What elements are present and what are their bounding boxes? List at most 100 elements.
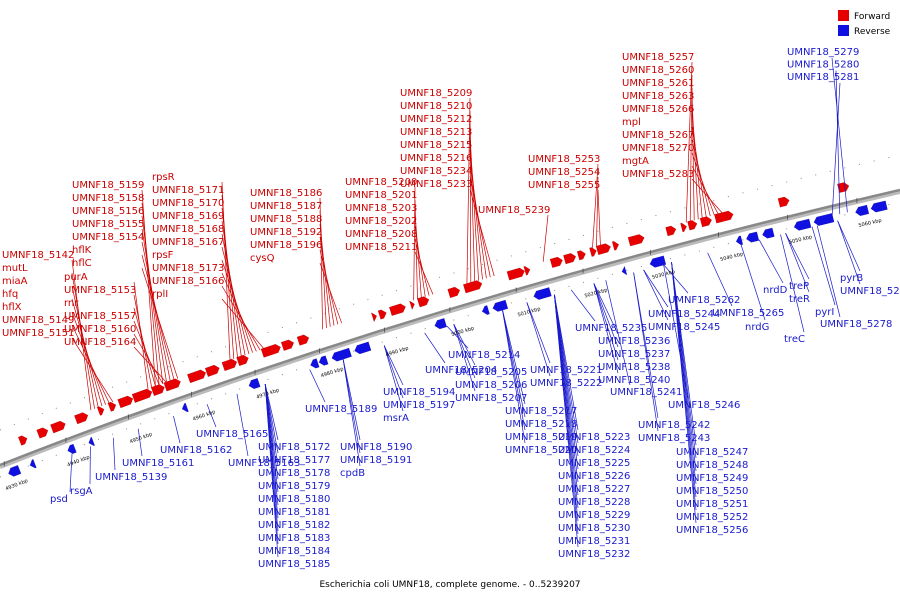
forward-leader-line bbox=[319, 210, 327, 329]
forward-gene-label: rpsR bbox=[152, 172, 175, 183]
forward-gene-label: cysQ bbox=[250, 253, 275, 264]
tick-label: 4940 kbp bbox=[67, 454, 91, 468]
tick-label: 5000 kbp bbox=[451, 326, 475, 339]
forward-gene-label: UMNF18_5270 bbox=[622, 143, 694, 154]
forward-gene-block bbox=[371, 312, 378, 322]
forward-gene-label: UMNF18_5156 bbox=[72, 206, 144, 217]
reverse-leader-line bbox=[663, 264, 689, 294]
reverse-gene-label: UMNF18_5241 bbox=[610, 387, 682, 398]
reverse-leader-line bbox=[837, 220, 861, 272]
forward-leader-line bbox=[221, 259, 253, 353]
reverse-gene-label: UMNF18_5275 bbox=[840, 286, 900, 297]
forward-gene-block bbox=[131, 388, 153, 403]
forward-leader-line bbox=[597, 189, 601, 246]
reverse-gene-label: psd bbox=[50, 494, 68, 505]
reverse-gene-block bbox=[621, 266, 628, 276]
forward-leader-line bbox=[689, 74, 693, 222]
tick-label: 5040 kbp bbox=[720, 251, 744, 263]
reverse-gene-label: UMNF18_5229 bbox=[558, 510, 630, 521]
forward-leader-line bbox=[469, 162, 487, 279]
reverse-gene-block bbox=[310, 358, 320, 369]
forward-gene-block bbox=[665, 225, 677, 237]
forward-leader-line bbox=[319, 223, 331, 327]
forward-gene-label: hflK bbox=[72, 245, 92, 256]
reverse-gene-label: UMNF18_5204 bbox=[425, 365, 497, 376]
reverse-gene-label: UMNF18_5223 bbox=[558, 432, 630, 443]
forward-gene-label: UMNF18_5202 bbox=[345, 216, 417, 227]
reverse-gene-label: treP bbox=[789, 281, 809, 292]
forward-leader-line bbox=[133, 320, 160, 386]
forward-leader-line bbox=[221, 285, 261, 351]
reverse-leader-line bbox=[383, 345, 404, 412]
reverse-gene-block bbox=[793, 218, 812, 231]
reverse-gene-block bbox=[29, 459, 37, 469]
forward-gene-block bbox=[447, 286, 461, 299]
reverse-gene-label: UMNF18_5251 bbox=[676, 499, 748, 510]
reverse-gene-label: UMNF18_5172 bbox=[258, 442, 330, 453]
reverse-gene-block bbox=[855, 204, 870, 217]
reverse-gene-block bbox=[248, 377, 261, 390]
forward-leader-line bbox=[221, 272, 257, 352]
reverse-leader-line bbox=[236, 393, 249, 457]
reverse-gene-label: UMNF18_5231 bbox=[558, 536, 630, 547]
reverse-leader-line bbox=[605, 280, 631, 386]
forward-gene-block bbox=[117, 395, 134, 409]
forward-gene-label: UMNF18_5155 bbox=[72, 219, 144, 230]
forward-gene-block bbox=[107, 401, 117, 412]
reverse-leader-line bbox=[446, 325, 469, 349]
reverse-gene-label: UMNF18_5280 bbox=[787, 60, 859, 71]
reverse-gene-label: UMNF18_5185 bbox=[258, 559, 330, 570]
reverse-gene-label: nrdG bbox=[745, 322, 769, 333]
reverse-gene-label: UMNF18_5252 bbox=[676, 512, 748, 523]
forward-gene-block bbox=[163, 378, 181, 392]
forward-gene-label: UMNF18_5149 bbox=[2, 315, 74, 326]
forward-gene-label: UMNF18_5200 bbox=[345, 177, 417, 188]
reverse-gene-block bbox=[481, 305, 490, 315]
forward-gene-block bbox=[388, 303, 406, 317]
forward-gene-label: UMNF18_5266 bbox=[622, 104, 694, 115]
forward-gene-block bbox=[563, 252, 577, 265]
forward-gene-label: UMNF18_5212 bbox=[400, 114, 472, 125]
forward-leader-line bbox=[691, 165, 719, 215]
forward-leader-line bbox=[319, 236, 335, 326]
forward-gene-label: UMNF18_5167 bbox=[152, 237, 224, 248]
forward-leader-line bbox=[71, 259, 92, 411]
forward-leader-line bbox=[469, 188, 495, 277]
legend-reverse-label: Reverse bbox=[854, 27, 891, 37]
reverse-gene-label: UMNF18_5245 bbox=[648, 322, 720, 333]
forward-gene-block bbox=[17, 435, 28, 446]
reverse-gene-label: UMNF18_5242 bbox=[638, 420, 710, 431]
reverse-gene-label: treC bbox=[784, 334, 805, 345]
forward-gene-block bbox=[595, 243, 611, 256]
forward-leader-line bbox=[691, 178, 723, 214]
reverse-gene-label: UMNF18_5240 bbox=[598, 375, 670, 386]
reverse-gene-block bbox=[8, 464, 22, 477]
reverse-gene-label: UMNF18_5279 bbox=[787, 47, 859, 58]
forward-gene-label: UMNF18_5166 bbox=[152, 276, 224, 287]
reverse-gene-label: UMNF18_5265 bbox=[712, 308, 784, 319]
forward-gene-block bbox=[416, 296, 430, 308]
tick-label: 4980 kbp bbox=[320, 366, 344, 379]
forward-gene-block bbox=[377, 309, 387, 320]
tick-label: 4960 kbp bbox=[192, 409, 216, 422]
forward-gene-label: UMNF18_5160 bbox=[64, 324, 136, 335]
forward-gene-label: UMNF18_5213 bbox=[400, 127, 472, 138]
forward-gene-block bbox=[680, 222, 687, 233]
reverse-gene-label: UMNF18_5228 bbox=[558, 497, 630, 508]
forward-gene-label: UMNF18_5208 bbox=[345, 229, 417, 240]
reverse-gene-block bbox=[331, 347, 352, 362]
reverse-gene-label: UMNF18_5238 bbox=[598, 362, 670, 373]
forward-gene-block bbox=[150, 384, 165, 397]
forward-gene-block bbox=[714, 210, 734, 224]
forward-gene-label: UMNF18_5209 bbox=[400, 88, 472, 99]
reverse-gene-label: UMNF18_5278 bbox=[820, 319, 892, 330]
forward-gene-label: UMNF18_5203 bbox=[345, 203, 417, 214]
gene-blocks bbox=[8, 182, 888, 477]
reverse-gene-label: rsgA bbox=[70, 486, 93, 497]
legend-forward-swatch bbox=[838, 10, 849, 21]
reverse-gene-label: UMNF18_5189 bbox=[305, 404, 377, 415]
legend: Forward Reverse bbox=[838, 10, 891, 37]
reverse-leader-line bbox=[453, 323, 476, 392]
tick-label: 5030 kbp bbox=[651, 269, 675, 281]
forward-gene-label: UMNF18_5216 bbox=[400, 153, 472, 164]
